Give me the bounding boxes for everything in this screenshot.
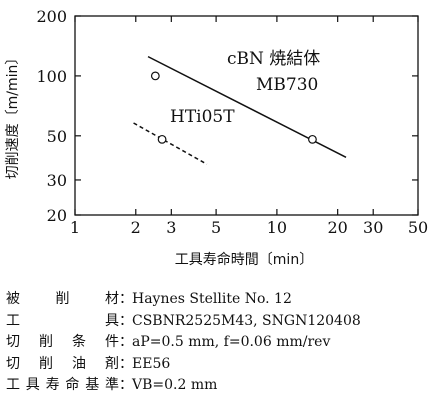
condition-label: 切 削 油 剤 bbox=[6, 355, 119, 372]
x-tick-label: 30 bbox=[363, 218, 383, 237]
y-tick-label: 50 bbox=[47, 127, 67, 146]
series-1 bbox=[147, 55, 347, 158]
x-tick-label: 20 bbox=[327, 218, 347, 237]
condition-colon: ： bbox=[119, 377, 133, 393]
condition-row: 工具寿命基準： VB=0.2 mm bbox=[6, 375, 431, 397]
x-tick-label: 10 bbox=[267, 218, 287, 237]
y-tick-label: 30 bbox=[47, 171, 67, 190]
condition-colon: ： bbox=[119, 312, 133, 329]
condition-row: 切 削 油 剤： EE56 bbox=[6, 354, 431, 376]
series-label: cBN 焼結体 bbox=[227, 49, 320, 69]
condition-row: 被 削 材： Haynes Stellite No. 12 bbox=[6, 289, 431, 311]
condition-value: CSBNR2525M43, SNGN120408 bbox=[132, 312, 361, 329]
y-tick-label: 20 bbox=[47, 206, 67, 225]
x-axis: 1 2 3 5 10 20 30 50 bbox=[70, 16, 428, 237]
y-axis: 20 30 50 100 200 bbox=[36, 7, 418, 225]
data-point bbox=[157, 134, 167, 144]
condition-row: 工 具： CSBNR2525M43, SNGN120408 bbox=[6, 311, 431, 333]
x-tick-label: 3 bbox=[166, 218, 176, 237]
tool-life-chart: 1 2 3 5 10 20 30 50 20 30 50 100 200 cBN 焼結体 MB730 HT… bbox=[5, 7, 428, 268]
x-tick-label: 5 bbox=[211, 218, 221, 237]
x-tick-label: 50 bbox=[408, 218, 428, 237]
x-tick-label: 2 bbox=[131, 218, 141, 237]
series-line bbox=[133, 122, 208, 165]
y-tick-label: 200 bbox=[36, 7, 67, 26]
data-point bbox=[308, 134, 317, 144]
cutting-conditions: 被 削 材： Haynes Stellite No. 12 工 具： CSBNR252… bbox=[6, 289, 431, 397]
condition-row: 切 削 条 件： aP=0.5 mm, f=0.06 mm/rev bbox=[6, 332, 431, 354]
condition-colon: ： bbox=[119, 334, 133, 350]
y-axis-title: 切削速度〔m/min〕 bbox=[5, 51, 21, 180]
condition-label: 切 削 条 件 bbox=[6, 334, 119, 350]
condition-value: Haynes Stellite No. 12 bbox=[132, 291, 292, 307]
condition-value: VB=0.2 mm bbox=[132, 377, 218, 393]
condition-colon: ： bbox=[119, 355, 133, 372]
condition-value: EE56 bbox=[132, 355, 171, 372]
series-2 bbox=[133, 122, 208, 165]
condition-colon: ： bbox=[119, 291, 133, 307]
series-label: MB730 bbox=[256, 75, 318, 95]
condition-label: 工具寿命基準 bbox=[6, 377, 119, 393]
y-tick-label: 100 bbox=[36, 67, 67, 86]
series-label: HTi05T bbox=[170, 107, 235, 127]
series-layer: cBN 焼結体 MB730 HTi05T bbox=[133, 49, 347, 165]
x-tick-label: 1 bbox=[70, 218, 80, 237]
condition-label: 工 具 bbox=[6, 312, 119, 329]
x-axis-title: 工具寿命時間〔min〕 bbox=[175, 251, 313, 268]
condition-value: aP=0.5 mm, f=0.06 mm/rev bbox=[132, 334, 331, 350]
data-point bbox=[150, 71, 160, 81]
plot-border bbox=[74, 15, 419, 216]
plot-area bbox=[74, 15, 419, 216]
condition-label: 被 削 材 bbox=[6, 291, 119, 307]
